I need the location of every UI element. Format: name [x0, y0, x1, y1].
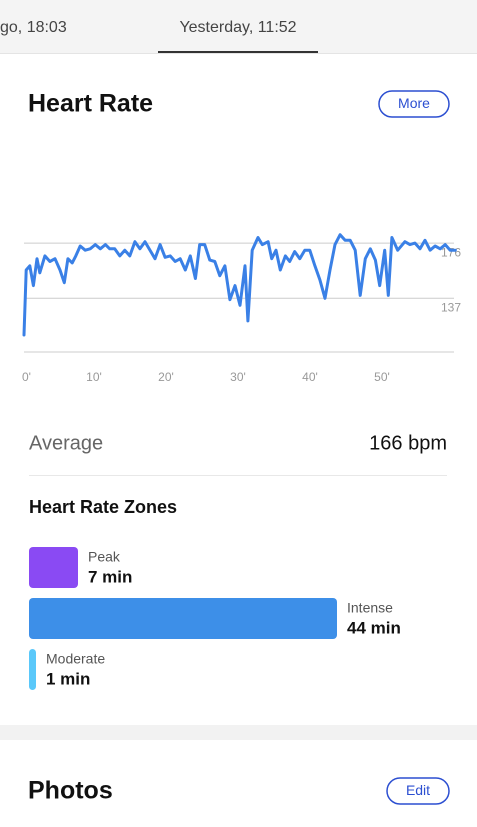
tab-indicator: [158, 51, 318, 53]
x-tick-label: 10': [86, 370, 102, 384]
zone-label: Intense: [347, 600, 393, 616]
divider: [29, 475, 447, 476]
heart-rate-line: [22, 233, 457, 337]
more-button[interactable]: [378, 90, 450, 118]
x-tick-label: 40': [302, 370, 318, 384]
section-gap: [0, 725, 477, 740]
zone-label: Moderate: [46, 651, 105, 667]
tab[interactable]: Yesterday, 11:52: [179, 19, 296, 36]
zone-value: 44 min: [347, 618, 401, 637]
average-label: Average: [29, 432, 103, 454]
zone-bar: [29, 547, 78, 588]
tab[interactable]: go, 18:03: [0, 19, 67, 36]
x-tick-label: 20': [158, 370, 174, 384]
button-label[interactable]: Edit: [406, 782, 430, 798]
button-label[interactable]: More: [398, 95, 430, 111]
edit-button[interactable]: [386, 777, 450, 805]
tab-bar: [0, 0, 477, 53]
y-tick-label: 137: [441, 300, 461, 314]
average-value: 166 bpm: [369, 432, 447, 454]
x-tick-label: 0': [22, 370, 31, 384]
zone-bar: [29, 598, 337, 639]
y-tick-label: 176: [441, 245, 461, 259]
divider: [0, 53, 477, 54]
zone-label: Peak: [88, 549, 121, 565]
section-subtitle: Heart Rate Zones: [29, 497, 177, 517]
section-title: Photos: [28, 777, 113, 805]
zone-bar: [29, 649, 36, 690]
x-tick-label: 30': [230, 370, 246, 384]
section-title: Heart Rate: [28, 90, 153, 118]
x-tick-label: 50': [374, 370, 390, 384]
zone-value: 1 min: [46, 669, 90, 688]
zone-value: 7 min: [88, 567, 132, 586]
